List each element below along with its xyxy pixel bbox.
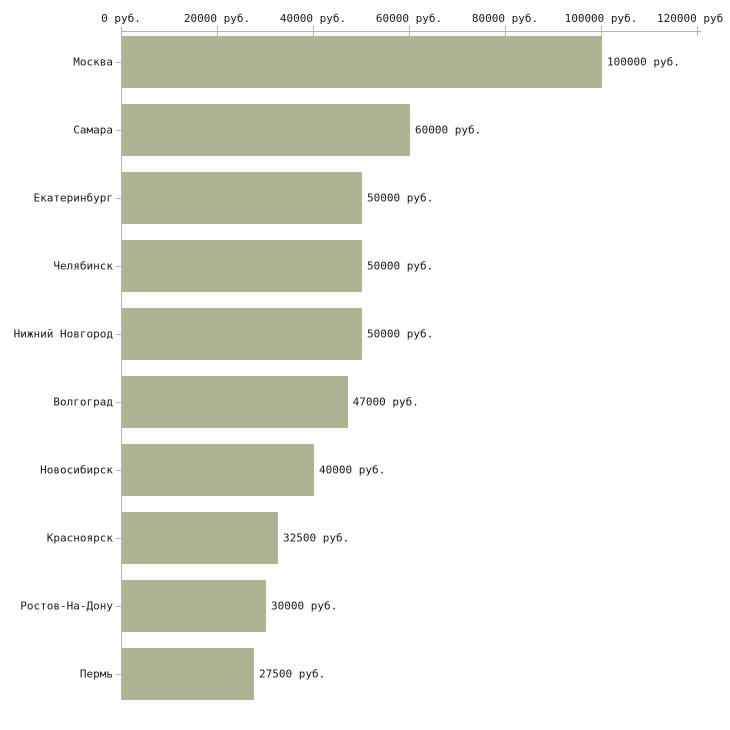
category-label: Екатеринбург	[33, 191, 113, 205]
x-axis-tick-label: 100000 руб.	[564, 12, 638, 25]
bar	[122, 648, 254, 700]
bar-value-label: 27500 руб.	[259, 667, 326, 681]
y-axis-tick	[116, 266, 121, 267]
y-axis-tick	[116, 62, 121, 63]
bar-value-label: 60000 руб.	[415, 123, 482, 137]
bar-value-label: 32500 руб.	[283, 531, 350, 545]
bar	[122, 104, 410, 156]
y-axis-tick	[116, 130, 121, 131]
category-label: Самара	[73, 123, 113, 137]
bar	[122, 580, 266, 632]
x-axis-tick-label: 80000 руб.	[471, 12, 539, 25]
bar-value-label: 40000 руб.	[319, 463, 386, 477]
bar	[122, 172, 362, 224]
category-label: Новосибирск	[40, 463, 113, 477]
y-axis-line	[121, 31, 122, 700]
x-axis-tick-label: 40000 руб.	[279, 12, 347, 25]
y-axis-tick	[116, 538, 121, 539]
bar	[122, 240, 362, 292]
x-axis-tick	[505, 26, 506, 36]
x-axis-tick	[601, 26, 602, 36]
x-axis-tick-label: 120000 руб	[657, 12, 724, 25]
category-label: Волгоград	[53, 395, 113, 409]
x-axis-line	[121, 31, 701, 32]
category-label: Пермь	[79, 667, 113, 681]
x-axis-tick	[217, 26, 218, 36]
x-axis-tick	[697, 26, 698, 36]
category-label: Челябинск	[53, 259, 113, 273]
x-axis-tick-label: 20000 руб.	[183, 12, 251, 25]
category-label: Ростов-На-Дону	[20, 599, 113, 613]
y-axis-tick	[116, 198, 121, 199]
y-axis-tick	[116, 470, 121, 471]
y-axis-tick	[116, 606, 121, 607]
bar	[122, 444, 314, 496]
x-axis-tick-label: 60000 руб.	[375, 12, 443, 25]
category-label: Красноярск	[46, 531, 113, 545]
bar	[122, 308, 362, 360]
y-axis-tick	[116, 674, 121, 675]
category-label: Москва	[73, 55, 113, 69]
x-axis-tick	[409, 26, 410, 36]
bar-value-label: 50000 руб.	[367, 327, 434, 341]
bar	[122, 376, 348, 428]
bar-value-label: 30000 руб.	[271, 599, 338, 613]
bar-value-label: 47000 руб.	[352, 395, 419, 409]
y-axis-tick	[116, 334, 121, 335]
x-axis-tick	[313, 26, 314, 36]
x-axis-tick-label: 0 руб.	[101, 12, 141, 25]
category-label: Нижний Новгород	[13, 327, 113, 341]
bar-value-label: 50000 руб.	[367, 191, 434, 205]
bar	[122, 512, 278, 564]
bar-value-label: 50000 руб.	[367, 259, 434, 273]
bar-value-label: 100000 руб.	[607, 55, 680, 69]
bar	[122, 36, 602, 88]
y-axis-tick	[116, 402, 121, 403]
